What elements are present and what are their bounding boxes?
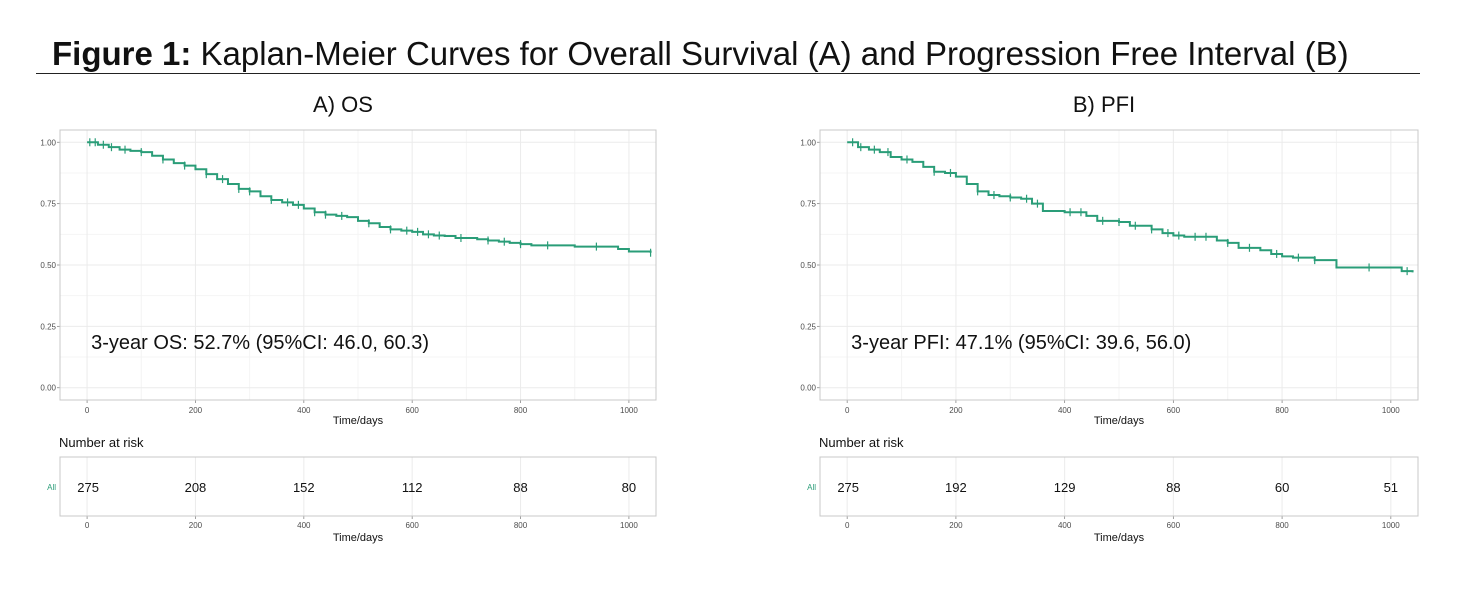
- panel-a-risk-x-tick-label: 1000: [620, 521, 638, 530]
- panel-b-risk-x-axis-label: Time/days: [1094, 532, 1145, 544]
- panel-b-risk-count: 88: [1166, 480, 1180, 495]
- panel-b-risk-count: 51: [1384, 480, 1398, 495]
- panel-a-x-tick-label: 600: [406, 406, 420, 415]
- panel-a-y-tick-label: 0.25: [40, 322, 56, 331]
- panel-a-x-tick-label: 200: [189, 406, 203, 415]
- panel-a-risk-x-tick-label: 200: [189, 521, 203, 530]
- panel-a-risk-table-title: Number at risk: [59, 435, 144, 450]
- panel-b-survival-curve: [847, 141, 1414, 273]
- panel-a-risk-count: 80: [622, 480, 636, 495]
- panel-b-x-tick-label: 800: [1275, 406, 1289, 415]
- panel-a-x-axis-label: Time/days: [333, 415, 384, 427]
- panel-a: A) OS0 200 400 600 800 10000.000.250.500.751.…: [40, 92, 657, 544]
- figure-title: Figure 1: Kaplan-Meier Curves for Overal…: [52, 34, 1349, 74]
- panel-b-risk-x-tick-label: 1000: [1382, 521, 1400, 530]
- panel-b-risk-x-tick-label: 400: [1058, 521, 1072, 530]
- panel-b-y-tick-label: 0.00: [800, 384, 816, 393]
- panel-a-risk-count: 112: [402, 480, 423, 495]
- panel-b-risk-x-tick-label: 200: [949, 521, 963, 530]
- panel-b-x-tick-label: 400: [1058, 406, 1072, 415]
- panel-b-title: B) PFI: [1073, 92, 1135, 117]
- panel-b-annotation: 3-year PFI: 47.1% (95%CI: 39.6, 56.0): [851, 332, 1191, 354]
- panel-a-survival-curve: [87, 141, 652, 253]
- panel-a-x-tick-label: 1000: [620, 406, 638, 415]
- panel-a-plot-border: [59, 129, 657, 401]
- panel-b-risk-count: 129: [1054, 480, 1076, 495]
- panel-b-risk-x-tick-label: 0: [845, 521, 850, 530]
- panel-b-y-tick-label: 1.00: [800, 138, 816, 147]
- panel-b-y-tick-label: 0.50: [800, 261, 816, 270]
- figure-title-bold: Figure 1:: [52, 35, 192, 72]
- panel-a-x-tick-label: 0: [85, 406, 90, 415]
- panel-a-y-tick-label: 1.00: [40, 138, 56, 147]
- panel-b-risk-table-title: Number at risk: [819, 435, 904, 450]
- panel-a-risk-count: 275: [77, 480, 99, 495]
- panel-b-risk-x-tick-label: 800: [1275, 521, 1289, 530]
- title-rule: [36, 73, 1420, 74]
- panel-a-x-tick-label: 800: [514, 406, 528, 415]
- panel-a-y-tick-label: 0.75: [40, 200, 56, 209]
- panel-b-risk-count: 192: [945, 480, 967, 495]
- panel-a-annotation: 3-year OS: 52.7% (95%CI: 46.0, 60.3): [91, 332, 429, 354]
- panel-b-x-tick-label: 600: [1167, 406, 1181, 415]
- panel-b-x-tick-label: 1000: [1382, 406, 1400, 415]
- panel-b-risk-strata-label: All: [807, 483, 816, 492]
- panel-b-risk-count: 60: [1275, 480, 1289, 495]
- panel-b-risk-table-border: [819, 456, 1419, 517]
- panel-b-x-tick-label: 0: [845, 406, 850, 415]
- panel-b-x-axis-label: Time/days: [1094, 415, 1145, 427]
- panel-a-risk-x-tick-label: 400: [297, 521, 311, 530]
- panel-a-risk-table-border: [59, 456, 657, 517]
- panel-a-risk-x-tick-label: 0: [85, 521, 90, 530]
- panel-b-risk-count: 275: [837, 480, 859, 495]
- panel-a-risk-x-tick-label: 600: [406, 521, 420, 530]
- panel-b-risk-x-tick-label: 600: [1167, 521, 1181, 530]
- panel-a-x-tick-label: 400: [297, 406, 311, 415]
- panel-a-y-tick-label: 0.00: [40, 384, 56, 393]
- panel-b-plot-border: [819, 129, 1419, 401]
- panel-a-risk-count: 88: [513, 480, 527, 495]
- panel-a-risk-x-tick-label: 800: [514, 521, 528, 530]
- figure-title-text: Kaplan-Meier Curves for Overall Survival…: [191, 35, 1349, 72]
- panel-a-y-tick-label: 0.50: [40, 261, 56, 270]
- panel-a-risk-strata-label: All: [47, 483, 56, 492]
- panel-b-x-tick-label: 200: [949, 406, 963, 415]
- panel-b-y-tick-label: 0.75: [800, 200, 816, 209]
- panel-a-risk-count: 208: [185, 480, 207, 495]
- panel-a-risk-x-axis-label: Time/days: [333, 532, 384, 544]
- panel-b-y-tick-label: 0.25: [800, 322, 816, 331]
- panel-a-title: A) OS: [313, 92, 373, 117]
- panel-a-risk-count: 152: [293, 480, 315, 495]
